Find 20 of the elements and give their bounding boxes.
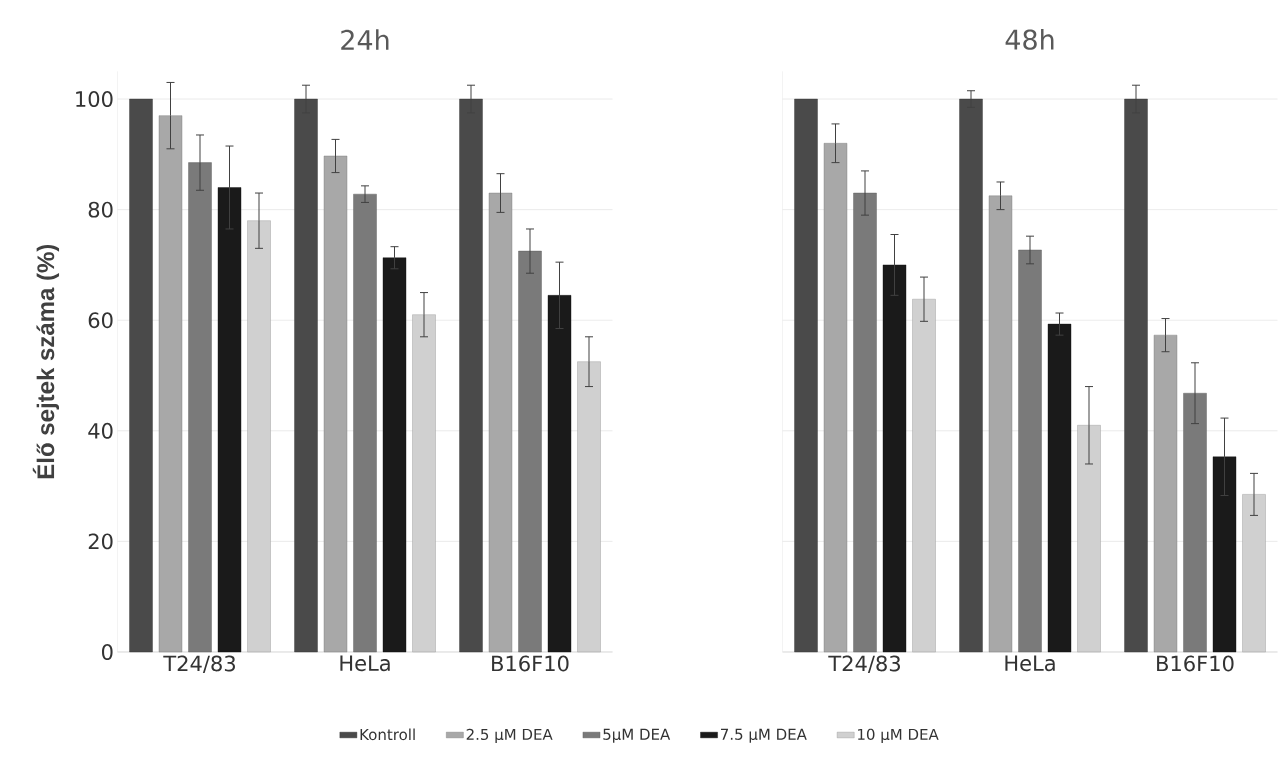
y-tick-label: 0 (102, 644, 113, 660)
chart-title: 48h (1005, 28, 1054, 50)
legend-label: 10 µM DEA (858, 728, 939, 743)
x-tick-label: HeLa (1005, 655, 1055, 672)
legend-label: 2.5 µM DEA (466, 728, 553, 743)
x-tick-label: HeLa (340, 655, 390, 672)
chart-title: 24h (341, 29, 389, 50)
x-tick-label: T24/83 (163, 655, 235, 674)
legend-label: Kontroll (360, 728, 415, 741)
legend-label: 5µM DEA (603, 728, 671, 743)
y-tick-label: 80 (88, 201, 113, 218)
y-tick-label: 20 (88, 533, 113, 550)
x-tick-label: T24/83 (828, 655, 900, 674)
x-tick-label: B16F10 (1157, 655, 1234, 672)
legend-label: 7.5 µM DEA (721, 728, 807, 743)
x-tick-label: B16F10 (492, 655, 569, 672)
y-tick-label: 100 (76, 91, 113, 107)
y-tick-label: 40 (88, 422, 113, 439)
y-axis-title: Élő sejtek száma (%) (32, 244, 60, 479)
y-tick-label: 60 (88, 312, 113, 329)
